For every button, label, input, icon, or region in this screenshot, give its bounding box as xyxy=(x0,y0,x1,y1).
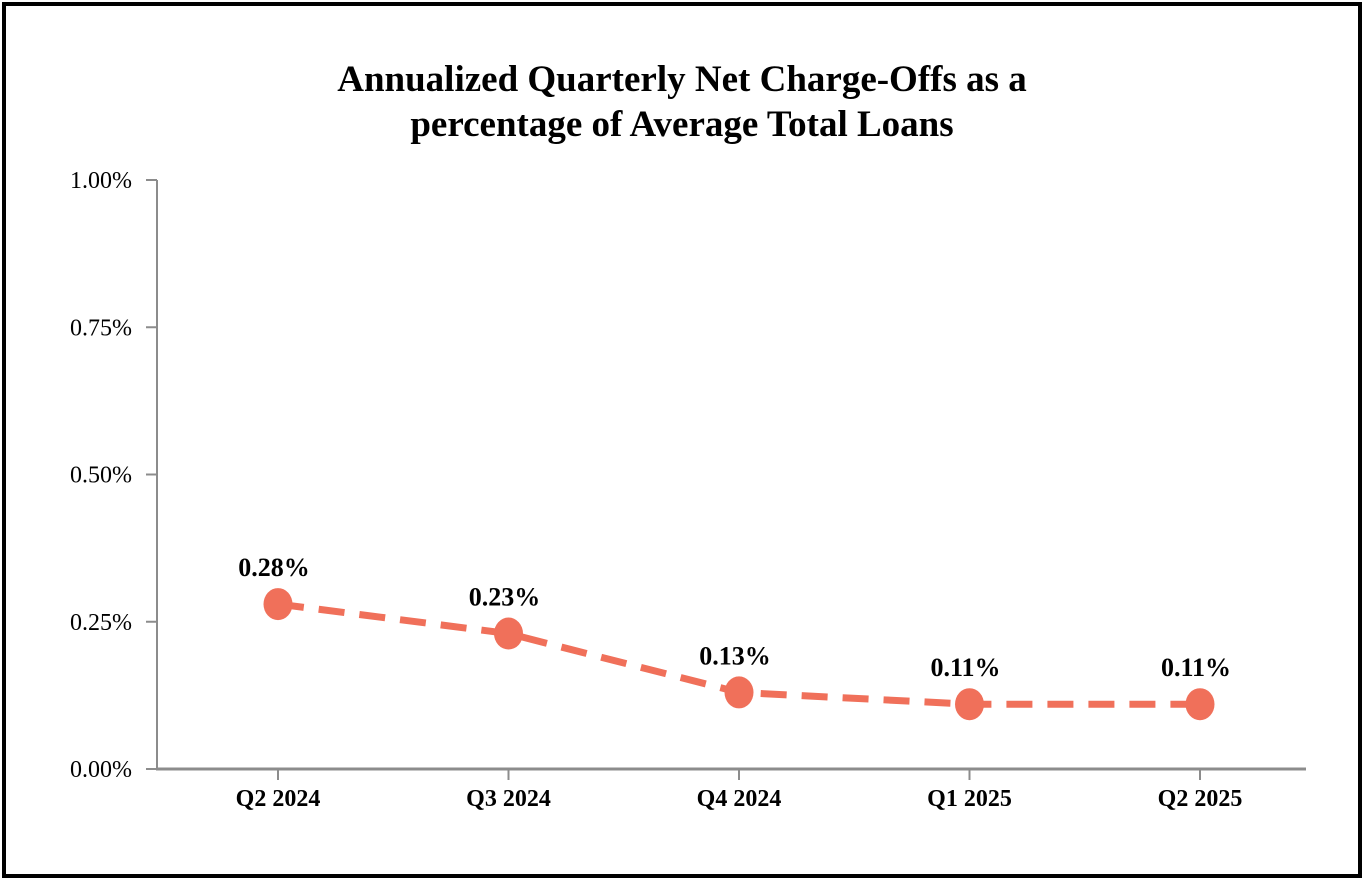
x-axis-tick-label: Q2 2024 xyxy=(236,786,321,812)
x-axis-tick-label: Q4 2024 xyxy=(697,786,782,812)
chart-title-line2: percentage of Average Total Loans xyxy=(410,104,954,145)
data-point-label: 0.28% xyxy=(238,553,310,582)
x-axis-tick-label: Q2 2025 xyxy=(1158,786,1243,812)
data-point-marker xyxy=(955,688,984,721)
chart-title-line1: Annualized Quarterly Net Charge-Offs as … xyxy=(337,59,1027,100)
data-point-label: 0.13% xyxy=(699,641,771,670)
data-point-marker xyxy=(724,676,754,709)
y-axis-tick-label: 1.00% xyxy=(70,168,132,194)
y-axis-tick-label: 0.75% xyxy=(70,315,132,341)
y-axis-tick-label: 0.50% xyxy=(70,463,132,489)
y-axis-tick-label: 0.25% xyxy=(70,610,132,636)
data-point-label: 0.23% xyxy=(469,583,541,612)
x-axis-tick-label: Q1 2025 xyxy=(927,786,1012,812)
data-point-marker xyxy=(263,588,293,621)
data-point-label: 0.11% xyxy=(930,653,1000,682)
data-point-marker xyxy=(494,617,523,650)
y-axis-tick-label: 0.00% xyxy=(70,757,132,783)
data-point-marker xyxy=(1185,688,1215,721)
x-axis-tick-label: Q3 2024 xyxy=(466,786,551,812)
data-point-label: 0.11% xyxy=(1161,653,1231,682)
chart-title: Annualized Quarterly Net Charge-Offs as … xyxy=(0,57,1364,147)
